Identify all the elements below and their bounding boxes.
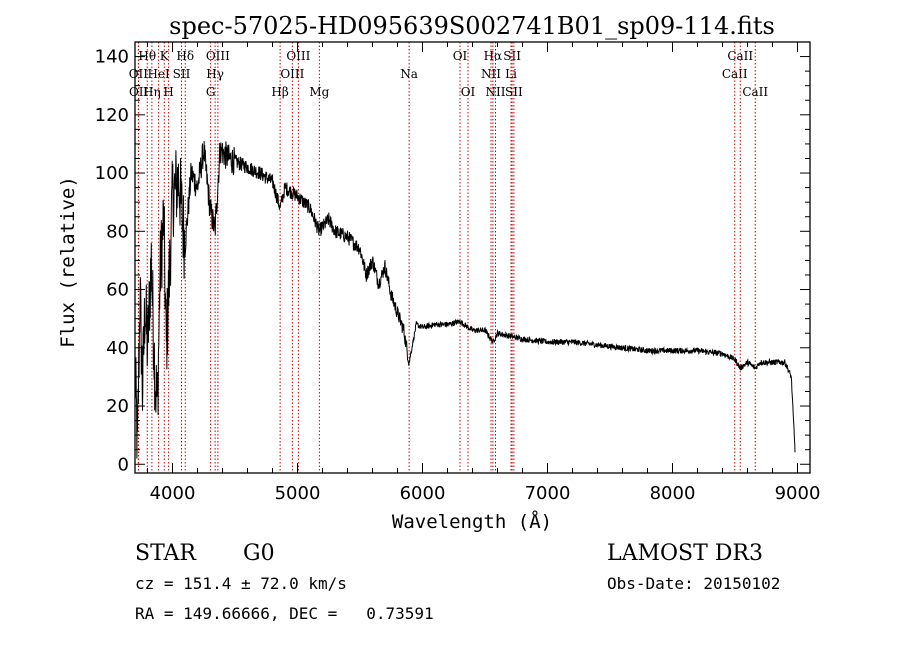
y-tick-label: 80 [106,221,129,242]
plot-frame [134,41,811,474]
sky-coordinates: RA = 149.66666, DEC = 0.73591 [135,604,434,623]
line-marker-label: Hη [143,85,161,99]
y-tick-label: 20 [106,396,129,417]
x-tick-label: 4000 [150,483,196,504]
line-marker-label: H [163,85,173,99]
line-marker-label: OIII [286,49,310,63]
y-tick-label: 120 [95,105,129,126]
line-marker-label: SII [505,85,523,99]
line-marker-label: Li [505,67,517,81]
line-marker-label: SII [173,67,191,81]
line-marker-label: K [160,49,170,63]
spectrum-series [134,141,796,459]
line-marker-label: CaII [727,49,753,63]
chart-title: spec-57025-HD095639S002741B01_sp09-114.f… [169,12,775,40]
axis-ticks [135,42,810,473]
spectrum-line [134,141,796,459]
x-axis-label: Wavelength (Å) [392,510,552,533]
line-marker-label: CaII [722,67,748,81]
line-marker-label: HeI [147,67,170,81]
line-marker-label: Hθ [138,49,156,63]
y-tick-label: 100 [95,163,129,184]
line-marker-label: Hα [484,49,503,63]
line-marker-label: Hγ [206,67,224,81]
observation-date: Obs-Date: 20150102 [607,574,780,593]
line-marker-label: SII [503,49,521,63]
line-marker-label: Mg [309,85,329,99]
x-tick-label: 8000 [650,483,696,504]
redshift-velocity: cz = 151.4 ± 72.0 km/s [135,574,347,593]
line-marker-label: OI [453,49,468,63]
survey-name: LAMOST DR3 [607,541,763,566]
x-tick-labels: 4000 5000 6000 7000 8000 9000 [150,483,821,504]
y-axis-label: Flux (relative) [57,176,79,348]
y-tick-label: 60 [106,280,129,301]
line-marker-label: Na [400,67,418,81]
object-class: STAR [135,541,197,566]
line-marker-label: G [206,85,216,99]
line-marker-label: OIII [280,67,304,81]
line-marker-label: OII [129,85,149,99]
y-tick-label: 40 [106,338,129,359]
x-tick-label: 5000 [275,483,321,504]
spectral-subclass: G0 [243,541,275,566]
line-marker-label: NII [481,67,501,81]
line-marker-label: NII [486,85,506,99]
line-marker-label: Hδ [176,49,194,63]
line-marker-label: Hβ [271,85,288,99]
line-marker-label: OI [461,85,476,99]
x-tick-label: 9000 [775,483,821,504]
x-tick-label: 7000 [525,483,571,504]
line-marker-label: OIII [206,49,230,63]
x-tick-label: 6000 [400,483,446,504]
line-marker-label: CaII [742,85,768,99]
y-tick-label: 0 [118,454,129,475]
y-tick-label: 140 [95,47,129,68]
y-tick-labels: 0 20 40 60 80 100 120 140 [95,47,129,476]
